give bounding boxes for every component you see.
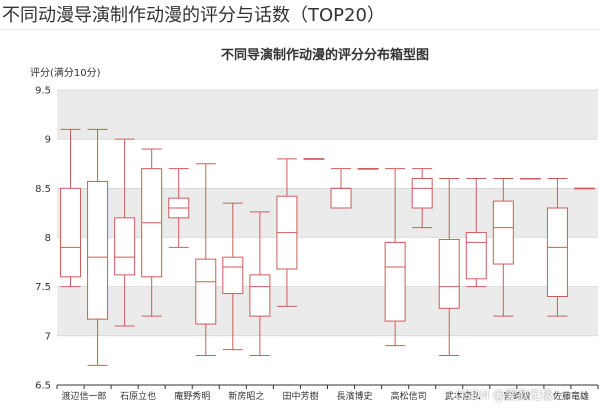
x-tick-label: 長濱博史 <box>337 390 373 402</box>
box-item <box>303 158 325 160</box>
iqr-box <box>330 187 352 209</box>
y-axis-ticks: 6.5 7 7.5 8 8.5 9 9.5 <box>35 86 51 392</box>
y-tick-label: 8 <box>45 233 51 244</box>
x-tick-label: 宮崎駿 <box>503 390 530 402</box>
x-tick-label: 高松信司 <box>391 390 427 402</box>
box-item <box>357 168 379 170</box>
y-tick-label: 6.5 <box>35 381 51 392</box>
y-tick-label: 8.5 <box>35 184 51 195</box>
background-band <box>57 188 598 238</box>
box-item <box>114 138 136 327</box>
x-tick-label: 渡辺信一郎 <box>62 390 107 402</box>
box-item <box>573 187 595 190</box>
x-tick-label: 庵野秀明 <box>174 390 210 402</box>
x-tick-label: 田中芳樹 <box>282 390 318 402</box>
iqr-box <box>195 258 217 325</box>
box-item <box>546 178 568 317</box>
iqr-box <box>249 274 271 317</box>
box-item <box>168 168 190 248</box>
iqr-box <box>465 232 487 280</box>
y-axis-label: 评分(满分10分) <box>30 67 101 79</box>
page-title: 不同动漫导演制作动漫的评分与话数（TOP20） <box>2 5 385 26</box>
box-item <box>492 178 514 317</box>
x-axis: 渡辺信一郎 石原立也 庵野秀明 新房昭之 田中芳樹 長濱博史 高松信司 武本康弘 宮崎駿 佐藤竜雄 <box>56 384 599 402</box>
y-tick-label: 9 <box>45 135 51 146</box>
plot-background-bands <box>57 90 598 336</box>
box-item <box>141 148 163 317</box>
iqr-box <box>411 178 433 209</box>
box-item <box>330 168 352 209</box>
y-tick-label: 9.5 <box>35 86 51 97</box>
box-item <box>438 178 460 356</box>
x-tick-label: 武本康弘 <box>445 390 481 402</box>
box-series <box>60 128 595 366</box>
iqr-box <box>492 200 514 265</box>
iqr-box <box>384 241 406 322</box>
box-item <box>276 158 298 307</box>
box-item <box>249 211 271 356</box>
box-item <box>519 178 541 180</box>
box-item <box>60 128 82 288</box>
boxplot-chart: 不同导演制作动漫的评分分布箱型图 评分(满分10分) 6.5 7 7.5 8 8.5 9 9… <box>30 47 599 402</box>
y-tick-label: 7 <box>45 331 51 342</box>
x-tick-label: 石原立也 <box>120 390 156 402</box>
background-band <box>57 90 598 140</box>
iqr-box <box>114 217 136 276</box>
iqr-box <box>60 187 82 278</box>
iqr-box <box>222 256 244 295</box>
iqr-box <box>87 180 109 320</box>
x-tick-label: 新房昭之 <box>228 390 264 402</box>
iqr-box <box>546 207 568 297</box>
box-item <box>411 168 433 229</box>
box-item <box>384 168 406 347</box>
background-band <box>57 286 598 336</box>
box-item <box>195 163 217 356</box>
iqr-box <box>438 238 460 309</box>
watermark: CSDN @爱欲无极 <box>455 388 554 402</box>
box-item <box>87 128 109 366</box>
x-tick-label: 佐藤竜雄 <box>553 390 589 402</box>
chart-title: 不同导演制作动漫的评分分布箱型图 <box>221 47 429 63</box>
y-tick-label: 7.5 <box>35 282 51 293</box>
box-item <box>222 202 244 351</box>
title-divider <box>0 29 600 30</box>
box-item <box>465 178 487 288</box>
